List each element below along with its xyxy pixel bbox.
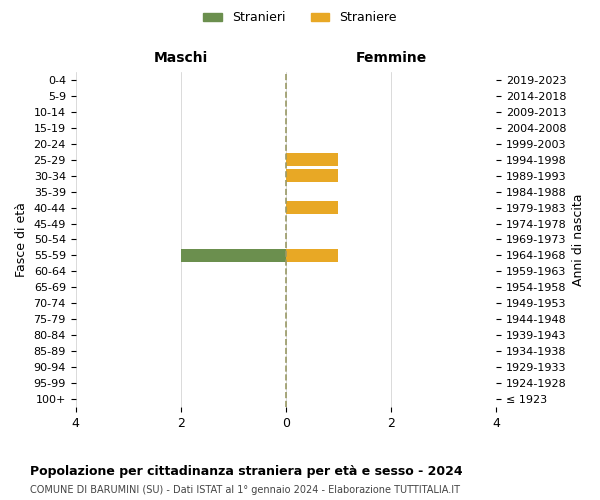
Text: Maschi: Maschi xyxy=(154,51,208,65)
Legend: Stranieri, Straniere: Stranieri, Straniere xyxy=(198,6,402,29)
Bar xyxy=(286,249,338,262)
Y-axis label: Anni di nascita: Anni di nascita xyxy=(572,193,585,286)
Bar xyxy=(286,153,338,166)
Text: Femmine: Femmine xyxy=(355,51,427,65)
Text: COMUNE DI BARUMINI (SU) - Dati ISTAT al 1° gennaio 2024 - Elaborazione TUTTITALI: COMUNE DI BARUMINI (SU) - Dati ISTAT al … xyxy=(30,485,460,495)
Bar xyxy=(181,249,286,262)
Bar xyxy=(286,201,338,214)
Text: Popolazione per cittadinanza straniera per età e sesso - 2024: Popolazione per cittadinanza straniera p… xyxy=(30,465,463,478)
Y-axis label: Fasce di età: Fasce di età xyxy=(15,202,28,277)
Bar xyxy=(286,169,338,182)
